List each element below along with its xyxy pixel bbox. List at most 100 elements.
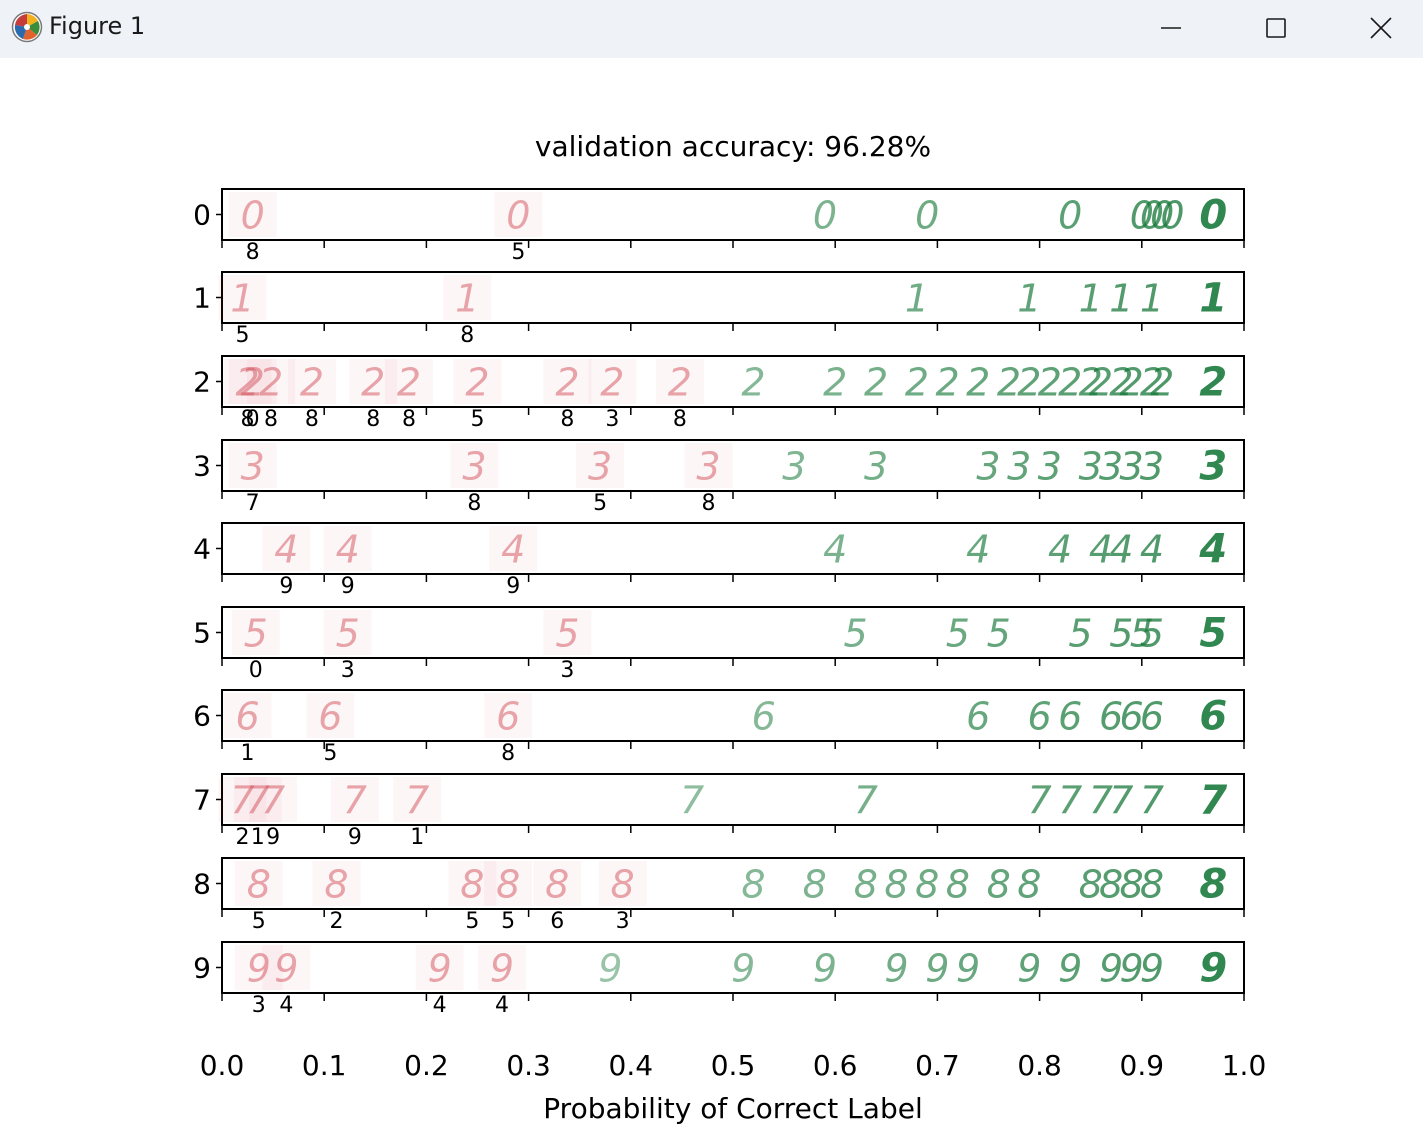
close-icon [1370,17,1392,39]
incorrect-sample-halo [393,777,442,822]
predicted-label: 5 [501,909,515,934]
predicted-label: 3 [560,658,574,683]
row-label: 8 [193,868,211,901]
incorrect-sample-mark: 9 [274,947,298,991]
row-label: 1 [193,282,211,315]
correct-sample-mark: 0 [1199,193,1227,239]
correct-sample-mark: 8 [1099,863,1123,907]
correct-sample-mark: 8 [987,863,1011,907]
correct-sample-mark: 8 [1140,863,1164,907]
correct-sample-mark: 9 [731,947,755,991]
incorrect-sample-halo [247,359,296,404]
predicted-label: 6 [550,909,564,934]
correct-sample-mark: 2 [741,361,765,405]
correct-sample-mark: 1 [1079,277,1103,321]
predicted-label: 4 [495,993,509,1018]
predicted-label: 3 [341,658,355,683]
correct-sample-mark: 2 [966,361,990,405]
correct-sample-mark: 3 [782,445,806,489]
predicted-label: 1 [251,825,265,850]
incorrect-sample-halo [478,945,527,990]
correct-sample-mark: 8 [741,863,765,907]
incorrect-sample-mark: 3 [588,445,612,489]
incorrect-sample-mark: 2 [259,361,283,405]
incorrect-sample-mark: 2 [241,361,265,405]
predicted-label: 8 [264,407,278,432]
incorrect-sample-halo [231,610,280,655]
predicted-label: 7 [246,491,260,516]
correct-sample-mark: 4 [1048,528,1072,572]
correct-sample-mark: 4 [966,528,990,572]
correct-sample-mark: 2 [905,361,929,405]
incorrect-sample-mark: 1 [230,277,254,321]
incorrect-sample-mark: 2 [668,361,692,405]
incorrect-sample-mark: 8 [460,863,484,907]
predicted-label: 8 [402,407,416,432]
predicted-label: 8 [366,407,380,432]
incorrect-sample-halo [448,861,497,906]
predicted-label: 1 [410,825,424,850]
predicted-label: 8 [701,491,715,516]
predicted-label: 5 [511,240,525,265]
correct-sample-mark: 2 [1017,361,1041,405]
predicted-label: 8 [501,741,515,766]
correct-sample-mark: 7 [680,779,704,823]
correct-sample-mark: 4 [823,528,847,572]
correct-sample-mark: 5 [1109,612,1133,656]
predicted-label: 8 [305,407,319,432]
close-button[interactable] [1329,0,1423,56]
incorrect-sample-halo [287,359,336,404]
correct-sample-mark: 2 [1140,361,1164,405]
incorrect-sample-mark: 6 [235,695,259,739]
correct-sample-mark: 7 [854,779,878,823]
correct-sample-mark: 2 [864,361,888,405]
incorrect-sample-halo [312,861,361,906]
minimize-button[interactable] [1119,0,1223,56]
incorrect-sample-mark: 7 [343,779,367,823]
row-label: 3 [193,450,211,483]
correct-sample-mark: 8 [1079,863,1103,907]
correct-sample-mark: 8 [803,863,827,907]
incorrect-sample-halo [450,443,499,488]
correct-sample-mark: 1 [1109,277,1133,321]
row-label: 0 [193,199,211,232]
correct-sample-mark: 4 [1089,528,1113,572]
incorrect-sample-mark: 9 [428,947,452,991]
x-tick-label: 0.6 [813,1049,858,1082]
x-tick-label: 0.7 [915,1049,960,1082]
incorrect-sample-mark: 8 [324,863,348,907]
predicted-label: 4 [279,993,293,1018]
correct-sample-mark: 0 [813,194,837,238]
incorrect-sample-halo [306,693,355,738]
matplotlib-logo-icon [11,11,43,43]
correct-sample-mark: 5 [1140,612,1164,656]
incorrect-sample-mark: 5 [244,612,268,656]
predicted-label: 3 [605,407,619,432]
maximize-button[interactable] [1224,0,1328,56]
predicted-label: 5 [235,323,249,348]
incorrect-sample-halo [349,359,398,404]
predicted-label: 2 [329,909,343,934]
incorrect-sample-mark: 9 [247,947,271,991]
correct-sample-mark: 8 [854,863,878,907]
predicted-label: 8 [460,323,474,348]
correct-sample-mark: 6 [1058,695,1082,739]
incorrect-sample-mark: 8 [545,863,569,907]
correct-sample-mark: 4 [1140,528,1164,572]
correct-sample-mark: 6 [1140,695,1164,739]
window-titlebar: Figure 1 [0,0,1423,58]
correct-sample-mark: 5 [1130,612,1154,656]
incorrect-sample-halo [228,359,277,404]
predicted-label: 9 [348,825,362,850]
incorrect-sample-halo [598,861,647,906]
incorrect-sample-halo [484,861,533,906]
correct-sample-mark: 3 [1038,445,1062,489]
predicted-label: 5 [471,407,485,432]
predicted-label: 2 [235,825,249,850]
